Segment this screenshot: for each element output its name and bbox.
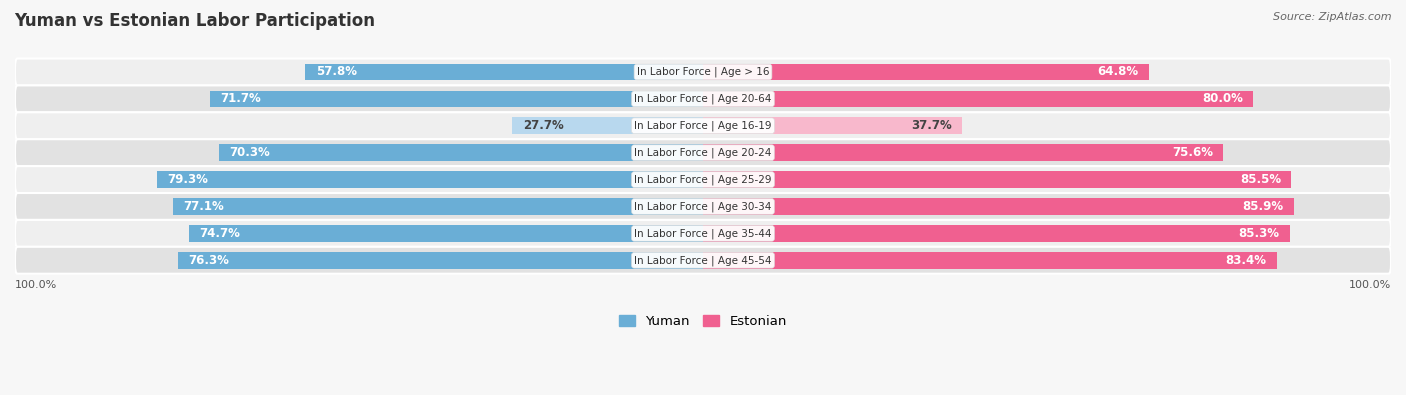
Bar <box>703 144 1223 161</box>
Text: Yuman vs Estonian Labor Participation: Yuman vs Estonian Labor Participation <box>14 12 375 30</box>
Text: 75.6%: 75.6% <box>1171 146 1213 159</box>
Bar <box>188 225 703 242</box>
Text: 100.0%: 100.0% <box>15 280 58 290</box>
Text: 37.7%: 37.7% <box>911 119 952 132</box>
Bar <box>219 144 703 161</box>
Text: 85.3%: 85.3% <box>1239 227 1279 240</box>
Text: 85.5%: 85.5% <box>1240 173 1281 186</box>
Legend: Yuman, Estonian: Yuman, Estonian <box>614 310 792 334</box>
Text: 80.0%: 80.0% <box>1202 92 1243 105</box>
FancyBboxPatch shape <box>15 112 1391 139</box>
Text: 74.7%: 74.7% <box>200 227 240 240</box>
FancyBboxPatch shape <box>15 193 1391 220</box>
Text: In Labor Force | Age 20-64: In Labor Force | Age 20-64 <box>634 94 772 104</box>
Text: In Labor Force | Age 30-34: In Labor Force | Age 30-34 <box>634 201 772 212</box>
Text: 77.1%: 77.1% <box>183 200 224 213</box>
Bar <box>209 90 703 107</box>
FancyBboxPatch shape <box>15 58 1391 85</box>
Text: Source: ZipAtlas.com: Source: ZipAtlas.com <box>1274 12 1392 22</box>
Text: 79.3%: 79.3% <box>167 173 208 186</box>
Text: 71.7%: 71.7% <box>219 92 260 105</box>
Text: 76.3%: 76.3% <box>188 254 229 267</box>
Text: 27.7%: 27.7% <box>523 119 564 132</box>
Text: In Labor Force | Age 20-24: In Labor Force | Age 20-24 <box>634 147 772 158</box>
Bar <box>703 90 1253 107</box>
Text: 70.3%: 70.3% <box>229 146 270 159</box>
Text: In Labor Force | Age 25-29: In Labor Force | Age 25-29 <box>634 174 772 185</box>
Bar <box>179 252 703 269</box>
FancyBboxPatch shape <box>15 85 1391 112</box>
Bar <box>703 64 1149 80</box>
Text: 100.0%: 100.0% <box>1348 280 1391 290</box>
Bar <box>703 252 1277 269</box>
Bar <box>703 198 1294 215</box>
Bar <box>157 171 703 188</box>
Text: In Labor Force | Age 35-44: In Labor Force | Age 35-44 <box>634 228 772 239</box>
Text: In Labor Force | Age 16-19: In Labor Force | Age 16-19 <box>634 120 772 131</box>
Text: 85.9%: 85.9% <box>1243 200 1284 213</box>
FancyBboxPatch shape <box>15 247 1391 274</box>
Bar <box>703 171 1291 188</box>
Text: 64.8%: 64.8% <box>1097 66 1139 79</box>
Bar <box>703 225 1289 242</box>
Text: 57.8%: 57.8% <box>316 66 357 79</box>
Bar <box>305 64 703 80</box>
Text: In Labor Force | Age > 16: In Labor Force | Age > 16 <box>637 67 769 77</box>
Bar <box>703 117 962 134</box>
FancyBboxPatch shape <box>15 220 1391 247</box>
Bar <box>512 117 703 134</box>
FancyBboxPatch shape <box>15 139 1391 166</box>
Text: In Labor Force | Age 45-54: In Labor Force | Age 45-54 <box>634 255 772 265</box>
FancyBboxPatch shape <box>15 166 1391 193</box>
Text: 83.4%: 83.4% <box>1226 254 1267 267</box>
Bar <box>173 198 703 215</box>
